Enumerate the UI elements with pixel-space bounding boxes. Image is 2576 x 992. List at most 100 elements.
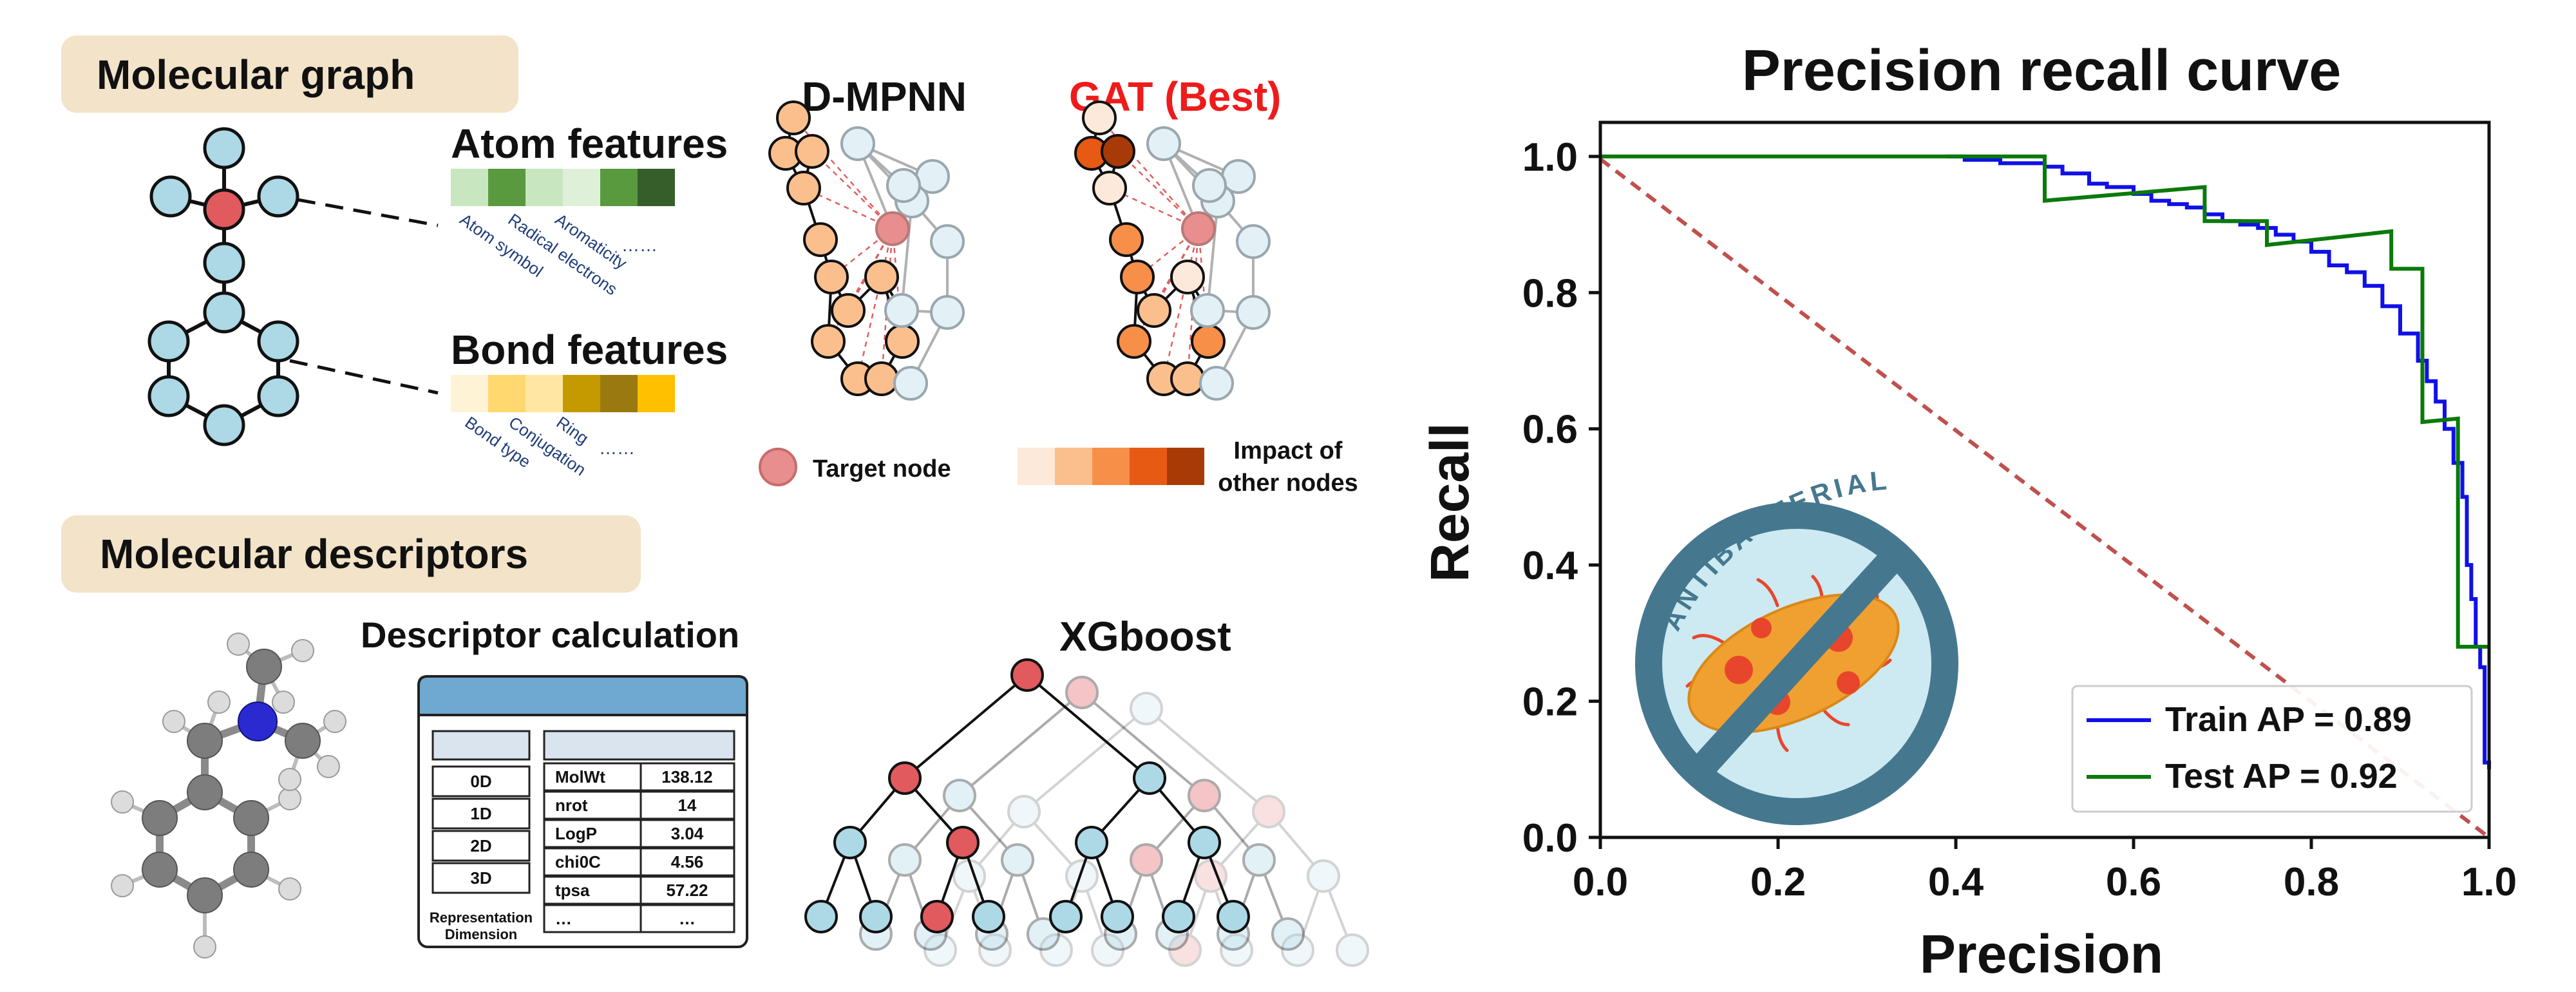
gnn-node (840, 126, 875, 161)
gnn-node (886, 168, 921, 203)
nitrogen-atom (238, 701, 278, 741)
descriptor-calculation-title: Descriptor calculation (361, 615, 739, 655)
gnn-node (1137, 293, 1171, 328)
graph-atom-node (257, 320, 299, 363)
descriptor-name: chi0C (555, 852, 601, 872)
descriptor-value: 4.56 (671, 852, 704, 872)
xgboost-node (1162, 900, 1195, 933)
xgboost-node (1039, 933, 1073, 967)
graph-atom-node (147, 320, 190, 363)
y-tick-label: 0.4 (1522, 544, 1578, 588)
representation-dimension-caption: Representation (430, 910, 533, 926)
ball-and-stick-molecule (111, 633, 346, 959)
dimension-cell: 3D (470, 868, 491, 888)
bond-feature-connector (289, 359, 439, 395)
feature-cell (451, 169, 488, 206)
x-axis-label: Precision (1920, 924, 2163, 984)
graph-atom-node (203, 242, 245, 284)
xgboost-node (1188, 826, 1221, 859)
xgboost-trees (804, 658, 1369, 967)
y-axis-label: Recall (1419, 423, 1480, 582)
xgboost-node (923, 933, 957, 967)
molecular-descriptors-section: Molecular descriptors (61, 515, 1369, 967)
dimension-cell: 1D (470, 804, 491, 823)
xgboost-node (1049, 900, 1083, 933)
descriptor-table-card: 0D 1D 2D 3D Representation Dimension MolWt 1… (417, 675, 748, 948)
atom-feature-connector (297, 198, 439, 227)
gnn-node (1236, 295, 1271, 330)
representation-dimension-caption: Dimension (445, 926, 517, 942)
y-tick-label: 0.2 (1522, 680, 1578, 725)
molecular-graph-pill (61, 35, 518, 113)
gnn-node (814, 260, 849, 294)
feature-cell (451, 375, 488, 412)
gnn-node (803, 222, 838, 257)
descriptor-value: 3.04 (671, 824, 704, 843)
gnn-node (1109, 222, 1144, 257)
xgboost-node (1101, 900, 1134, 933)
dimension-cell: 2D (470, 836, 491, 855)
molecular-graph-section: Molecular graph (61, 35, 728, 480)
xgboost-node (1336, 933, 1369, 967)
graph-atom-node (203, 127, 245, 169)
impact-scale-cell (1055, 448, 1092, 485)
gat-graph (1074, 100, 1271, 401)
precision-recall-chart: Precision recall curve 0.0 0.2 0.4 0.6 0.8 1.… (1419, 39, 2517, 984)
descriptor-value: 57.22 (666, 881, 708, 900)
dimension-cell: 0D (470, 772, 491, 791)
gnn-target-node (1181, 211, 1216, 246)
train-pr-curve (1947, 154, 2491, 770)
gnn-node (1199, 366, 1234, 401)
dmpnn-title: D-MPNN (802, 73, 967, 120)
xgboost-node (1271, 917, 1305, 951)
xgboost-node (859, 900, 893, 933)
descriptor-name: LogP (555, 824, 597, 843)
feature-cell (638, 169, 675, 206)
xgboost-node (952, 859, 986, 893)
x-tick-label: 1.0 (2461, 860, 2517, 904)
gnn-node (864, 361, 899, 396)
xgboost-node (946, 826, 980, 859)
gnn-node (1190, 293, 1225, 328)
bond-feature-bar (451, 375, 675, 412)
xgboost-node (833, 826, 867, 859)
legend-test-label: Test AP = 0.92 (2165, 757, 2398, 796)
plot-frame (1598, 120, 2491, 839)
descriptor-value: 138.12 (661, 767, 713, 787)
molecular-descriptors-pill (61, 515, 641, 593)
xgboost-node (1281, 933, 1314, 967)
gnn-node (1191, 324, 1226, 359)
gnn-node (915, 159, 950, 194)
dmpnn-graph (768, 100, 965, 401)
xgboost-title: XGboost (1059, 613, 1231, 660)
graph-atom-node (203, 404, 245, 446)
xgboost-node (920, 900, 954, 933)
graph-atom-node (203, 291, 245, 334)
gnn-node (1120, 260, 1155, 294)
gnn-node (1170, 361, 1205, 396)
xgboost-node (1001, 843, 1034, 877)
x-tick-label: 0.4 (1928, 860, 1984, 904)
xgboost-node (1242, 843, 1276, 877)
test-pr-curve (1600, 154, 2489, 649)
graph-atom-node-highlighted (203, 188, 245, 231)
bond-feature-ellipsis: …… (599, 438, 635, 458)
xgboost-node (1130, 843, 1163, 877)
xgboost-node (1307, 859, 1340, 893)
x-tick-label: 0.6 (2106, 860, 2161, 904)
impact-label-line1: Impact of (1234, 437, 1343, 464)
feature-cell (488, 375, 526, 412)
gnn-node (1146, 126, 1181, 161)
molecular-descriptors-label: Molecular descriptors (100, 531, 528, 577)
feature-cell (526, 375, 563, 412)
xgboost-node (888, 843, 922, 877)
antibacterial-sign: ANTIBACTERIAL (1635, 464, 1958, 825)
gnn-node (1092, 171, 1127, 205)
descriptor-value: … (679, 909, 696, 928)
gnn-node (1192, 168, 1227, 203)
atom-features-title: Atom features (451, 120, 728, 167)
xgboost-node (1168, 933, 1202, 967)
x-tick-label: 0.8 (2284, 860, 2339, 904)
impact-scale-cell (1130, 448, 1167, 485)
